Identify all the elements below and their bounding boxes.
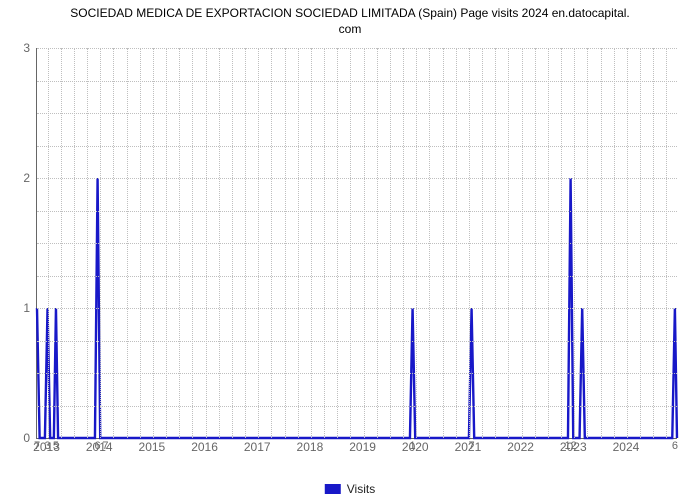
y-tick-label: 3 xyxy=(23,41,30,55)
plot-area: 7356717126 xyxy=(36,48,677,439)
gridline-h xyxy=(37,211,677,212)
x-tick-label: 2017 xyxy=(244,440,271,454)
x-tick-label: 2013 xyxy=(33,440,60,454)
y-tick-label: 2 xyxy=(23,171,30,185)
y-axis-labels: 0123 xyxy=(0,48,36,438)
chart-container: SOCIEDAD MEDICA DE EXPORTACION SOCIEDAD … xyxy=(0,0,700,500)
gridline-h xyxy=(37,113,677,114)
x-axis-labels: 2013 2014 2015 2016 2017 2018 2019 2020 2021 2022… xyxy=(36,438,676,456)
x-tick-label: 2019 xyxy=(349,440,376,454)
gridline-h xyxy=(37,178,677,179)
title-line-2: com xyxy=(339,22,362,36)
x-tick-label: 2018 xyxy=(297,440,324,454)
gridline-h xyxy=(37,81,677,82)
x-tick-label: 2020 xyxy=(402,440,429,454)
gridline-h xyxy=(37,341,677,342)
gridline-h xyxy=(37,243,677,244)
gridline-h xyxy=(37,146,677,147)
x-tick-label: 2024 xyxy=(613,440,640,454)
gridline-h xyxy=(37,308,677,309)
x-tick-label: 2016 xyxy=(191,440,218,454)
legend-swatch xyxy=(325,484,341,494)
gridline-h xyxy=(37,373,677,374)
x-tick-label: 2015 xyxy=(139,440,166,454)
gridline-h xyxy=(37,48,677,49)
y-tick-label: 0 xyxy=(23,431,30,445)
x-tick-label: 2014 xyxy=(86,440,113,454)
title-line-1: SOCIEDAD MEDICA DE EXPORTACION SOCIEDAD … xyxy=(70,6,630,20)
x-tick-label: 2023 xyxy=(560,440,587,454)
y-tick-label: 1 xyxy=(23,301,30,315)
gridline-h xyxy=(37,276,677,277)
gridline-h xyxy=(37,406,677,407)
x-tick-label: 2021 xyxy=(455,440,482,454)
legend: Visits xyxy=(325,482,375,496)
legend-label: Visits xyxy=(347,482,375,496)
chart-title: SOCIEDAD MEDICA DE EXPORTACION SOCIEDAD … xyxy=(0,0,700,37)
x-tick-label: 2022 xyxy=(507,440,534,454)
